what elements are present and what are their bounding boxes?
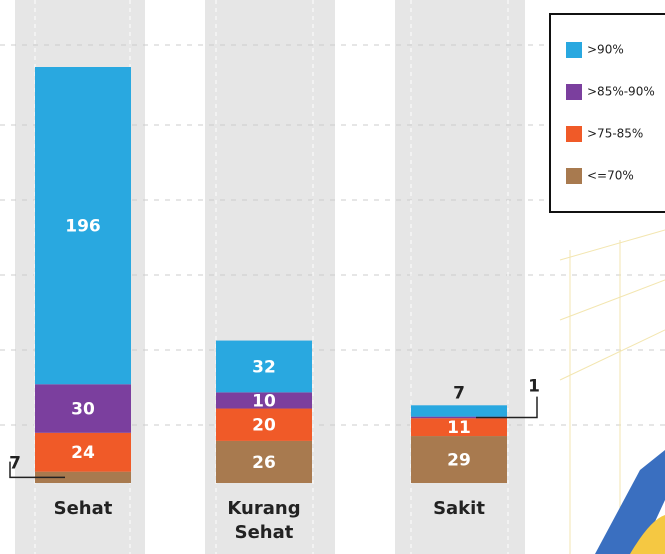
legend-swatch [566,168,582,184]
legend-label: >90% [587,43,624,57]
value-label: 30 [71,400,95,420]
value-label: 24 [71,443,95,463]
bar-segment [411,416,507,419]
legend-swatch [566,126,582,142]
legend-label: >85%-90% [587,85,655,99]
bar-segment [216,340,312,393]
value-label: 7 [9,454,21,474]
bar-segment [411,405,507,417]
value-label: 1 [528,377,540,397]
legend-label: >75-85% [587,127,643,141]
bar-segment [216,392,312,409]
leader-line [476,396,538,419]
bar-segment [411,436,507,483]
legend-swatch [566,84,582,100]
value-label: 20 [252,416,276,436]
bar-segment [35,67,131,385]
legend-swatch [566,42,582,58]
value-label: 10 [252,391,276,411]
value-label: 7 [453,383,465,403]
x-tick-label: Sakit [433,498,485,519]
bar-segment [35,384,131,433]
bar-segment [411,418,507,437]
bar-segment [35,471,131,483]
value-label: 29 [447,451,471,471]
value-label: 11 [447,418,471,438]
bar-segment [216,408,312,441]
bar-segment [35,432,131,472]
x-tick-label: Sehat [53,498,113,519]
value-label: 32 [252,357,276,377]
bar-segment [216,440,312,483]
value-label: 196 [65,217,101,237]
leader-line [9,461,65,479]
value-label: 26 [252,453,276,473]
x-tick-label: Kurang Sehat [227,498,301,543]
legend-label: <=70% [587,169,634,183]
